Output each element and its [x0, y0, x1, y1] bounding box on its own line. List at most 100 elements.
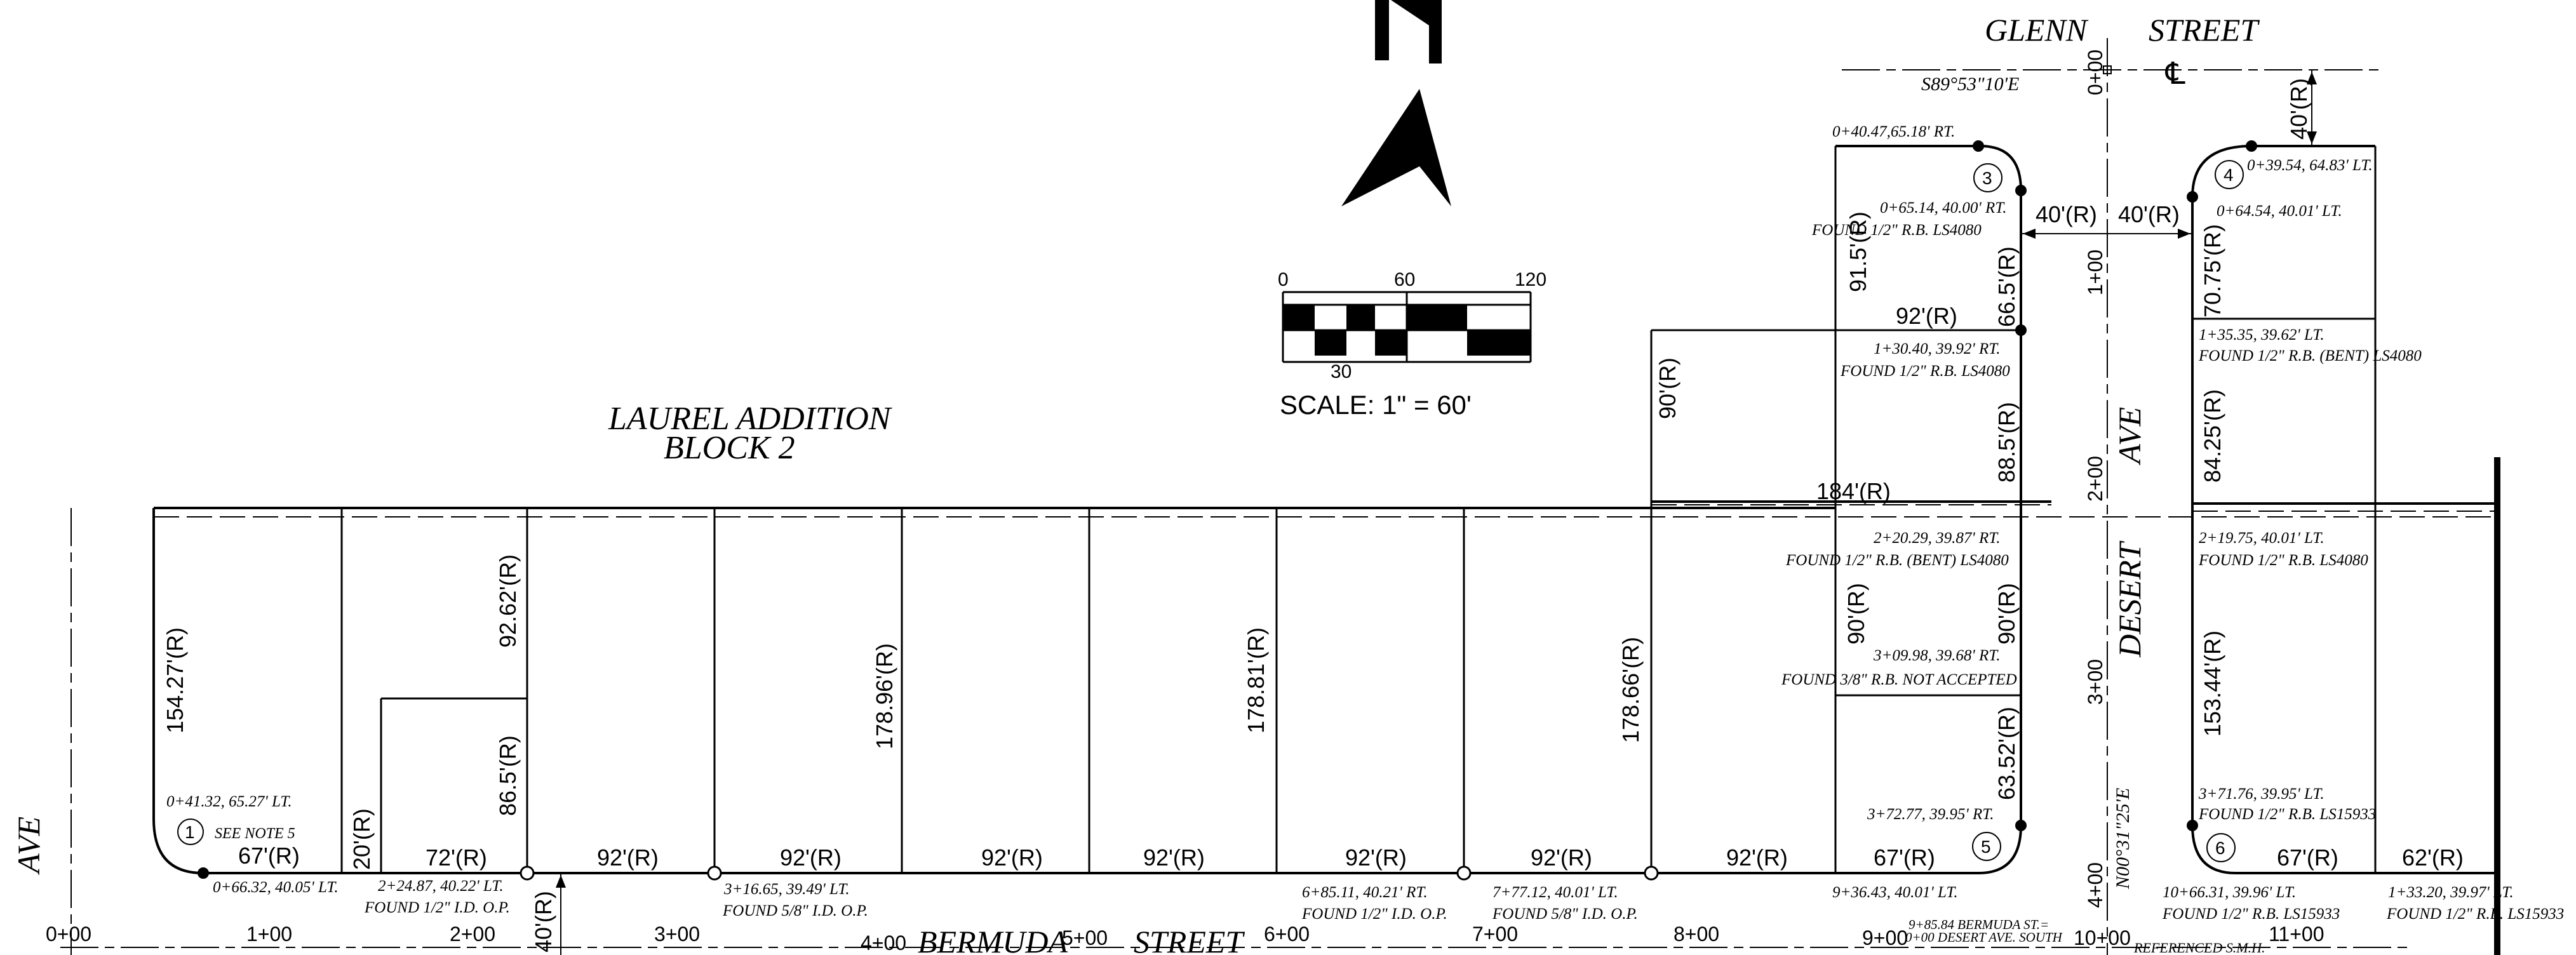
dim-66-5: 66.5'(R) — [1994, 246, 2020, 327]
stations-bottom: 0+00 1+00 2+00 3+00 4+00 5+00 6+00 7+00 … — [46, 923, 2324, 954]
dim-70-75: 70.75'(R) — [2199, 224, 2225, 317]
dim-90-b: 90'(R) — [1843, 583, 1869, 644]
dim-40-top: 40'(R) — [2286, 78, 2312, 140]
dim-92-7: 92'(R) — [1726, 845, 1788, 871]
note-5a: 6+85.11, 40.21' RT. — [1302, 884, 1428, 901]
subdivision-name: LAUREL ADDITION — [608, 401, 893, 437]
dim-62: 62'(R) — [2402, 845, 2464, 871]
note-13a: 0+65.14, 40.00' RT. — [1880, 199, 2007, 217]
dim-92-2: 92'(R) — [780, 845, 842, 871]
station-4: 4+00 — [861, 932, 906, 954]
dim-92-62: 92.62'(R) — [495, 554, 521, 648]
note-5b: FOUND 1/2" I.D. O.P. — [1301, 905, 1447, 923]
vstation-0: 0+00 — [2084, 50, 2107, 95]
bearing-desert: N00°31"25'E — [2112, 788, 2133, 890]
note-8a: 9+85.84 BERMUDA ST.= — [1909, 917, 2049, 932]
dim-67-c: 67'(R) — [2277, 845, 2338, 871]
note-1: 0+41.32, 65.27' LT. — [166, 793, 292, 810]
scale-bar: 0 60 120 30 SCALE: 1" = 60' — [1278, 269, 1546, 420]
station-11: 11+00 — [2269, 923, 2324, 945]
station-3: 3+00 — [654, 923, 700, 945]
dim-86-5: 86.5'(R) — [495, 735, 521, 816]
vstation-3: 3+00 — [2084, 659, 2107, 705]
note-6b: FOUND 5/8" I.D. O.P. — [1492, 905, 1638, 923]
dim-92-5: 92'(R) — [1345, 845, 1407, 871]
note-21a: 2+19.75, 40.01' LT. — [2199, 530, 2324, 547]
vstation-1: 1+00 — [2084, 250, 2107, 295]
station-9: 9+00 — [1862, 926, 1908, 949]
dim-153-44: 153.44'(R) — [2199, 631, 2225, 737]
note-19: 0+64.54, 40.01' LT. — [2217, 203, 2342, 220]
dim-63-52: 63.52'(R) — [1994, 707, 2020, 800]
note-10a: 1+33.20, 39.97' LT. — [2388, 884, 2514, 901]
street-name-glenn: GLENN — [1985, 12, 2089, 48]
note-3a: 2+24.87, 40.22' LT. — [378, 878, 504, 895]
monument-1: 1 — [185, 822, 195, 842]
note-7: 9+36.43, 40.01' LT. — [1832, 884, 1958, 901]
dim-178-96: 178.96'(R) — [871, 643, 897, 749]
note-14a: 1+30.40, 39.92' RT. — [1874, 340, 2001, 357]
note-16b: FOUND 3/8" R.B. NOT ACCEPTED — [1781, 671, 2017, 688]
station-8: 8+00 — [1674, 923, 1719, 945]
north-arrow — [1341, 0, 1451, 206]
dim-84-25: 84.25'(R) — [2199, 389, 2225, 483]
scale-tick-60: 60 — [1394, 269, 1415, 290]
station-10: 10+00 — [2074, 926, 2131, 949]
note-13b: FOUND 1/2" R.B. LS4080 — [1811, 222, 1982, 239]
dim-92-6: 92'(R) — [1531, 845, 1592, 871]
dim-92-3: 92'(R) — [981, 845, 1043, 871]
note-10b: FOUND 1/2" R.B. LS15933 — [2386, 905, 2564, 923]
centerline-symbol: ℄ — [2165, 57, 2185, 91]
scale-tick-0: 0 — [1278, 269, 1289, 290]
dim-40-vert: 40'(R) — [530, 891, 556, 952]
note-14b: FOUND 1/2" R.B. LS4080 — [1840, 363, 2010, 380]
note-20a: 1+35.35, 39.62' LT. — [2199, 326, 2324, 344]
note-11: REFERENCED S.M.H. — [2133, 940, 2265, 955]
station-2: 2+00 — [450, 923, 495, 945]
east-parcel — [2191, 145, 2500, 955]
dim-92-b: 92'(R) — [1896, 303, 1957, 329]
monument-labels: 1 3 4 5 6 SEE NOTE 5 — [177, 160, 2244, 862]
note-22b: FOUND 1/2" R.B. LS15933 — [2198, 806, 2376, 823]
bearing-glenn: S89°53"10'E — [1921, 74, 2019, 95]
monument-4: 4 — [2224, 165, 2234, 185]
see-note-5: SEE NOTE 5 — [215, 825, 295, 842]
note-8b: 0+00 DESERT AVE. SOUTH — [1905, 930, 2063, 945]
note-4b: FOUND 5/8" I.D. O.P. — [722, 902, 868, 919]
vstation-4: 4+00 — [2084, 862, 2107, 908]
street-name-glenn-street: STREET — [2149, 12, 2260, 48]
dim-40-left: 40'(R) — [2036, 201, 2097, 227]
note-18: 0+39.54, 64.83' LT. — [2247, 157, 2373, 174]
subdivision-block: BLOCK 2 — [664, 430, 795, 466]
dim-72: 72'(R) — [426, 845, 487, 871]
dim-178-81: 178.81'(R) — [1243, 627, 1269, 733]
note-2: 0+66.32, 40.05' LT. — [213, 879, 339, 896]
dimension-arrows — [556, 70, 2317, 955]
dim-67-b: 67'(R) — [1874, 845, 1935, 871]
dim-67-a: 67'(R) — [238, 843, 300, 869]
dim-90-c: 90'(R) — [1994, 583, 2020, 644]
note-21b: FOUND 1/2" R.B. LS4080 — [2198, 552, 2368, 569]
street-name-bermuda-street: STREET — [1134, 924, 1245, 955]
dim-92-4: 92'(R) — [1143, 845, 1205, 871]
dim-178-66: 178.66'(R) — [1618, 637, 1644, 743]
monument-5: 5 — [1981, 837, 1991, 857]
note-15a: 2+20.29, 39.87' RT. — [1874, 530, 2001, 547]
note-6a: 7+77.12, 40.01' LT. — [1493, 884, 1618, 901]
street-name-desert-ave: AVE — [2112, 407, 2147, 465]
monument-3: 3 — [1982, 168, 1992, 188]
note-3b: FOUND 1/2" I.D. O.P. — [364, 899, 510, 916]
station-5: 5+00 — [1062, 926, 1108, 949]
dim-154-27: 154.27'(R) — [162, 627, 188, 733]
street-name-ave-left: AVE — [11, 817, 46, 875]
dim-90-a: 90'(R) — [1654, 357, 1680, 419]
note-12: 0+40.47,65.18' RT. — [1832, 123, 1955, 140]
scale-tick-30: 30 — [1331, 361, 1352, 382]
note-22a: 3+71.76, 39.95' LT. — [2198, 785, 2324, 803]
station-1: 1+00 — [246, 923, 292, 945]
stations-vertical: 0+00 1+00 2+00 3+00 4+00 — [2084, 50, 2107, 908]
monument-points — [198, 140, 2257, 881]
station-7: 7+00 — [1472, 923, 1518, 945]
note-15b: FOUND 1/2" R.B. (BENT) LS4080 — [1785, 552, 2009, 569]
